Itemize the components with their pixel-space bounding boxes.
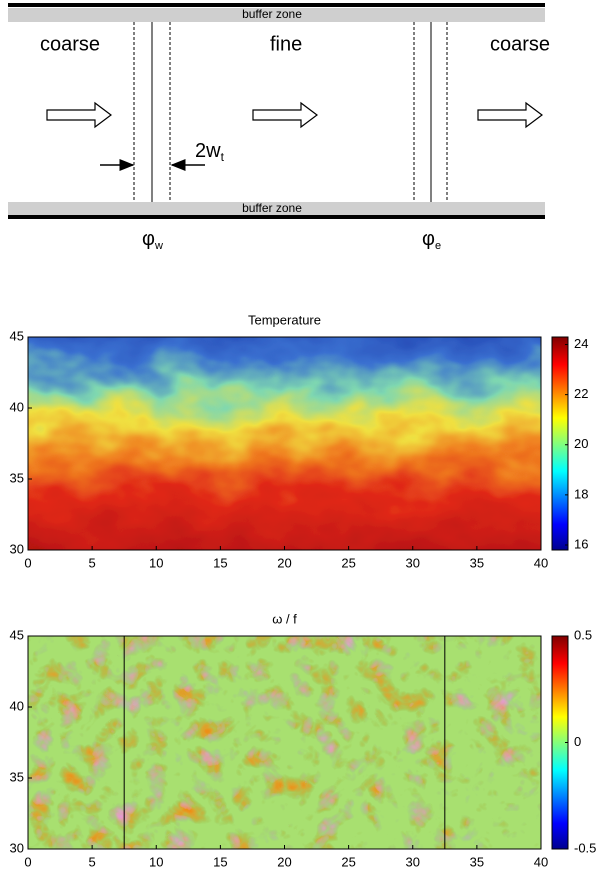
width-label: 2wt [195,140,225,164]
colorbar-tick-label: 22 [574,386,588,401]
x-tick-label: 20 [277,555,291,570]
colorbar-tick-label: 24 [574,336,588,351]
x-tick-label: 5 [89,555,96,570]
diagram: buffer zone buffer zone coarse fine coar… [8,3,550,252]
region-label: fine [270,33,302,55]
phi-label: φe [422,228,441,252]
field-noise [28,636,541,849]
chart-title: Temperature [248,312,321,327]
phi-main: φ [422,228,435,250]
y-tick-label: 45 [10,627,24,642]
y-tick-label: 35 [10,470,24,485]
x-tick-label: 0 [24,854,31,869]
heatmap [28,636,541,849]
phi-main: φ [142,228,155,250]
field [28,337,541,550]
colorbar-tick-label: 20 [574,436,588,451]
x-tick-label: 25 [341,854,355,869]
y-tick-label: 40 [10,698,24,713]
region-label: coarse [40,33,100,55]
x-tick-label: 40 [534,555,548,570]
x-tick-label: 35 [470,854,484,869]
x-tick-label: 0 [24,555,31,570]
colorbar-tick-label: 0 [574,734,581,749]
x-tick-label: 15 [213,854,227,869]
y-tick-label: 40 [10,399,24,414]
x-tick-label: 20 [277,854,291,869]
y-tick-label: 45 [10,328,24,343]
width-label-sub: t [221,150,225,164]
x-tick-label: 25 [341,555,355,570]
x-tick-label: 30 [406,854,420,869]
x-tick-label: 40 [534,854,548,869]
y-tick-label: 30 [10,541,24,556]
x-tick-label: 30 [406,555,420,570]
y-tick-label: 30 [10,840,24,855]
phi-sub: e [435,240,441,252]
y-tick-label: 35 [10,769,24,784]
colorbar-tick-label: 0.5 [574,627,592,642]
colorbar [551,336,569,551]
x-tick-label: 15 [213,555,227,570]
x-tick-label: 10 [149,555,163,570]
x-tick-label: 10 [149,854,163,869]
chart-title: ω / f [272,611,297,626]
colorbar-tick-label: 16 [574,536,588,551]
width-label-main: 2w [195,140,221,162]
x-tick-label: 5 [89,854,96,869]
heatmap [28,337,541,550]
region-label: coarse [490,33,550,55]
x-tick-label: 35 [470,555,484,570]
charts: Temperature 0 5 10 15 20 25 30 35 40 30 35 40 45 16 18 2… [10,312,597,869]
colorbar-tick-label: -0.5 [574,840,596,855]
phi-sub: w [154,240,163,252]
phi-label: φw [142,228,163,252]
colorbar-tick-label: 18 [574,486,588,501]
buffer-label: buffer zone [242,201,302,215]
buffer-label: buffer zone [242,7,302,21]
